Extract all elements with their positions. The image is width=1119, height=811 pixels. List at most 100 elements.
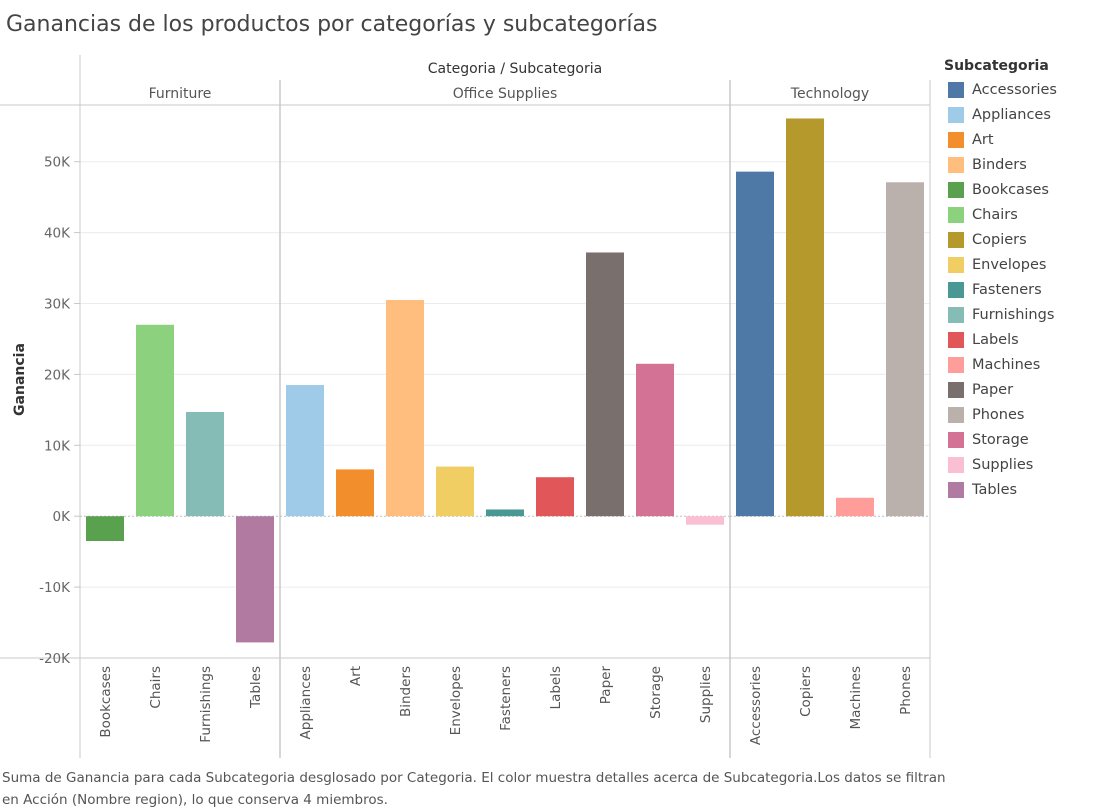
bar — [186, 411, 224, 517]
bar — [436, 466, 474, 517]
legend-swatch — [948, 181, 964, 198]
legend-label: Machines — [972, 356, 1041, 373]
legend-swatch — [948, 131, 964, 148]
bar — [86, 516, 124, 542]
legend-swatch — [948, 356, 964, 373]
y-tick-label: 40K — [44, 226, 71, 242]
legend-swatch — [948, 206, 964, 223]
legend-item: Envelopes — [944, 252, 1114, 277]
category-label: Technology — [790, 86, 869, 102]
category-label: Office Supplies — [453, 86, 558, 102]
legend-item: Copiers — [944, 227, 1114, 252]
x-tick-label: Chairs — [148, 666, 164, 709]
legend-item: Furnishings — [944, 302, 1114, 327]
y-tick-label: 0K — [53, 509, 72, 525]
x-tick-label: Bookcases — [98, 666, 114, 738]
bar — [886, 182, 924, 517]
bar — [336, 469, 374, 517]
y-tick-label: -10K — [39, 580, 71, 596]
y-tick-label: 30K — [44, 297, 71, 313]
bar — [286, 385, 324, 517]
legend-swatch — [948, 231, 964, 248]
x-tick-label: Machines — [848, 666, 864, 730]
bar-chart: Categoria / Subcategoria Furniture Bookcas… — [0, 55, 931, 758]
legend-swatch — [948, 281, 964, 298]
legend-label: Copiers — [972, 231, 1027, 248]
legend-item: Storage — [944, 427, 1114, 452]
legend-item: Phones — [944, 402, 1114, 427]
bar — [736, 171, 774, 517]
legend-item: Labels — [944, 327, 1114, 352]
chart-title: Ganancias de los productos por categoría… — [6, 12, 658, 37]
legend-item: Paper — [944, 377, 1114, 402]
legend-item: Bookcases — [944, 177, 1114, 202]
bar — [786, 118, 824, 517]
x-tick-label: Paper — [598, 666, 614, 705]
legend-label: Furnishings — [972, 306, 1055, 323]
legend-label: Tables — [972, 481, 1018, 498]
x-tick-label: Supplies — [698, 666, 714, 723]
bar — [236, 516, 274, 643]
bar — [836, 497, 874, 517]
legend-item: Appliances — [944, 102, 1114, 127]
bar — [586, 252, 624, 517]
legend-item: Art — [944, 127, 1114, 152]
legend-item: Supplies — [944, 452, 1114, 477]
legend-item: Accessories — [944, 77, 1114, 102]
x-tick-label: Labels — [548, 666, 564, 709]
legend-swatch — [948, 106, 964, 123]
legend-swatch — [948, 406, 964, 423]
legend-label: Art — [972, 131, 994, 148]
x-tick-label: Fasteners — [498, 666, 514, 731]
legend-title: Subcategoria — [944, 58, 1049, 74]
y-axis-title: Ganancia — [12, 343, 28, 416]
legend-swatch — [948, 331, 964, 348]
y-tick-label: 10K — [44, 438, 71, 454]
bar — [636, 363, 674, 517]
legend-item: Chairs — [944, 202, 1114, 227]
legend-swatch — [948, 256, 964, 273]
legend-item: Tables — [944, 477, 1114, 502]
header-title: Categoria / Subcategoria — [428, 61, 602, 77]
legend-label: Bookcases — [972, 181, 1049, 198]
bar — [136, 324, 174, 517]
legend-swatch — [948, 381, 964, 398]
x-tick-label: Storage — [648, 666, 664, 719]
bar — [536, 477, 574, 517]
legend-item: Machines — [944, 352, 1114, 377]
category-label: Furniture — [149, 86, 212, 102]
x-tick-label: Tables — [248, 666, 264, 709]
legend: Subcategoria Accessories Appliances Art Bin… — [944, 58, 1114, 502]
chart-caption: Suma de Ganancia para cada Subcategoria … — [2, 770, 946, 808]
legend-swatch — [948, 456, 964, 473]
legend-swatch — [948, 81, 964, 98]
bar — [386, 299, 424, 517]
legend-label: Envelopes — [972, 256, 1047, 273]
legend-label: Accessories — [972, 81, 1057, 98]
legend-label: Storage — [972, 431, 1029, 448]
y-tick-label: 20K — [44, 367, 71, 383]
legend-swatch — [948, 481, 964, 498]
legend-label: Appliances — [972, 106, 1051, 123]
legend-item: Fasteners — [944, 277, 1114, 302]
y-tick-label: 50K — [44, 155, 71, 171]
legend-item: Binders — [944, 152, 1114, 177]
y-tick-label: -20K — [39, 651, 71, 667]
legend-items: Accessories Appliances Art Binders Bookcases… — [944, 77, 1114, 502]
legend-label: Phones — [972, 406, 1025, 423]
legend-label: Paper — [972, 381, 1014, 398]
bar — [486, 509, 524, 517]
legend-swatch — [948, 431, 964, 448]
legend-label: Binders — [972, 156, 1027, 173]
legend-label: Supplies — [972, 456, 1034, 473]
x-tick-label: Copiers — [798, 666, 814, 717]
x-tick-label: Art — [348, 666, 364, 686]
x-tick-label: Accessories — [748, 666, 764, 745]
legend-label: Fasteners — [972, 281, 1042, 298]
x-tick-label: Phones — [898, 666, 914, 715]
x-tick-label: Appliances — [298, 666, 314, 739]
legend-swatch — [948, 156, 964, 173]
bar — [686, 516, 724, 525]
x-tick-label: Furnishings — [198, 666, 214, 743]
x-tick-label: Envelopes — [448, 666, 464, 735]
